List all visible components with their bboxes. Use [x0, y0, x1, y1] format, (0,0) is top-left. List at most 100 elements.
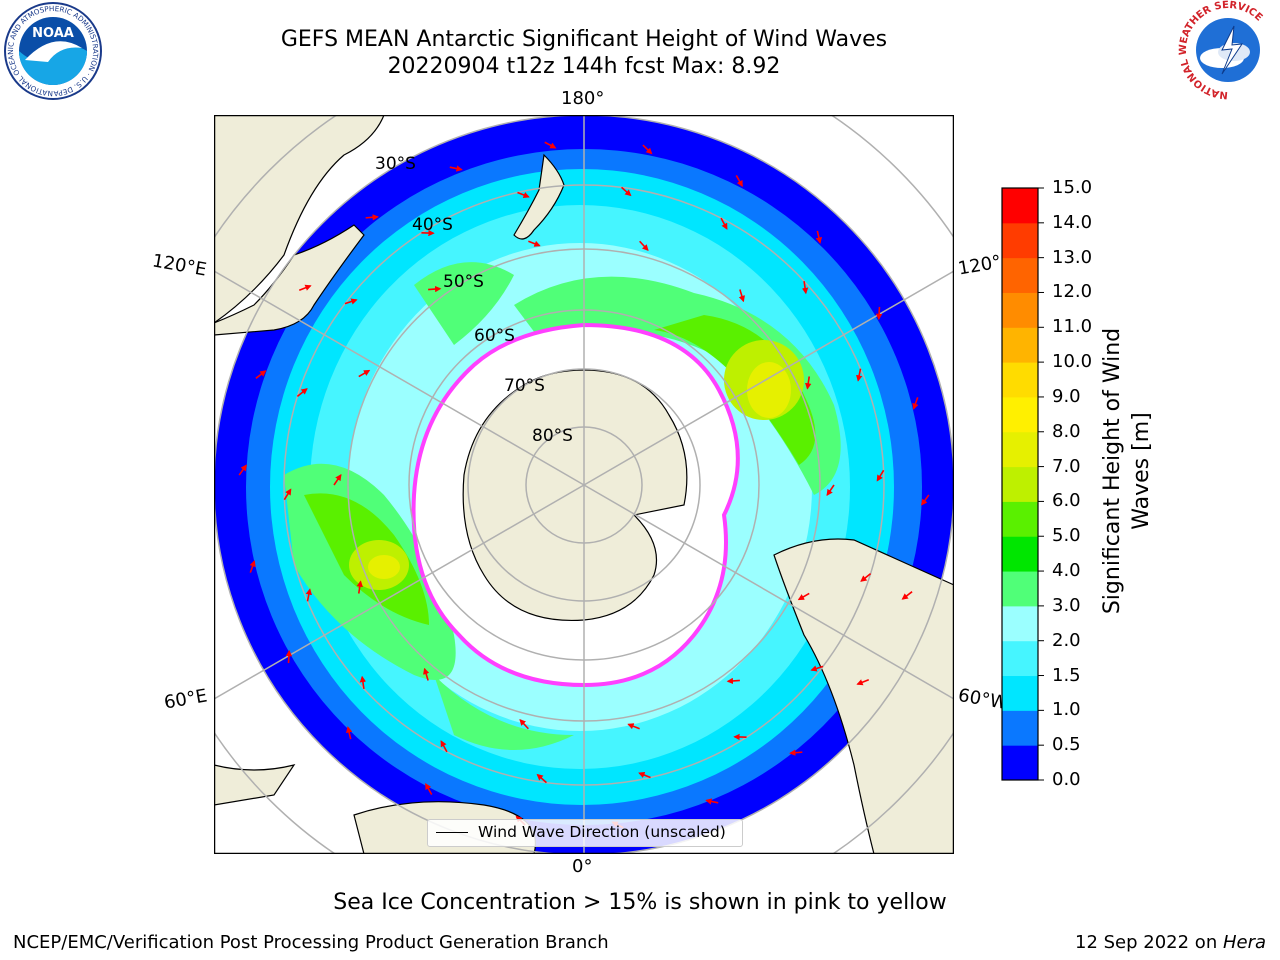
wave-direction-arrow — [726, 677, 740, 685]
wave-direction-arrow — [344, 298, 358, 305]
lat-label-50s: 50°S — [443, 272, 484, 292]
wave-direction-arrow — [642, 144, 653, 155]
lat-label-60s: 60°S — [474, 326, 515, 346]
wave-direction-arrow — [358, 369, 371, 378]
wave-direction-arrow — [305, 588, 312, 602]
wave-direction-arrow — [517, 191, 530, 198]
wave-direction-arrow — [423, 667, 430, 681]
legend-label: Wind Wave Direction (unscaled) — [478, 823, 726, 841]
wave-direction-arrow — [875, 306, 883, 321]
footer-host: Hera — [1222, 932, 1266, 953]
footer-date: 12 Sep 2022 on Hera — [1075, 932, 1266, 953]
wave-direction-arrow — [789, 749, 803, 756]
wave-direction-arrow — [519, 718, 529, 730]
colorbar-segment — [1002, 257, 1038, 293]
colorbar-segment — [1002, 501, 1038, 537]
colorbar-tick-label: 1.5 — [1052, 664, 1081, 686]
wave-direction-arrow — [365, 214, 379, 221]
colorbar-label: Significant Height of Wind Waves [m] — [1100, 327, 1154, 615]
lat-label-40s: 40°S — [412, 215, 453, 235]
lon-label-0: 0° — [572, 856, 593, 877]
colorbar-tick-label: 14.0 — [1052, 211, 1093, 233]
footer-credit: NCEP/EMC/Verification Post Processing Pr… — [13, 932, 609, 953]
colorbar-segment — [1002, 292, 1038, 328]
wind-wave-arrows — [238, 141, 930, 829]
colorbar-segment — [1002, 536, 1038, 572]
map-panel: 30°S 40°S 50°S 60°S 70°S 80°S — [214, 115, 954, 854]
wave-direction-arrow — [359, 675, 367, 689]
wave-direction-arrow — [621, 186, 632, 197]
colorbar — [1001, 187, 1044, 781]
colorbar-segment — [1002, 710, 1038, 746]
wave-direction-arrow — [356, 580, 363, 594]
wave-direction-arrow — [283, 488, 292, 501]
antarctica — [411, 322, 740, 688]
wave-direction-arrow — [797, 592, 810, 601]
wave-direction-arrow — [638, 772, 651, 779]
wave-direction-arrow — [705, 798, 719, 805]
colorbar-tick-label: 7.0 — [1052, 455, 1081, 477]
colorbar-tick-label: 15.0 — [1052, 177, 1093, 198]
wave-direction-arrow — [856, 679, 870, 686]
colorbar-segment — [1002, 327, 1038, 363]
wave-direction-arrow — [238, 464, 247, 476]
wave-direction-arrow — [249, 560, 256, 573]
colorbar-segment — [1002, 571, 1038, 607]
wave-direction-arrow — [333, 474, 342, 486]
colorbar-tick-label: 3.0 — [1052, 594, 1081, 616]
wave-direction-arrow — [544, 141, 557, 149]
legend-line-sample — [436, 832, 468, 833]
colorbar-segment — [1002, 466, 1038, 502]
colorbar-tick-label: 12.0 — [1052, 281, 1093, 303]
colorbar-segment — [1002, 362, 1038, 398]
wave-direction-arrow — [876, 469, 885, 482]
lon-label-180: 180° — [561, 88, 605, 109]
wave-direction-arrow — [720, 217, 728, 230]
wave-direction-arrow — [805, 376, 812, 390]
wave-direction-arrow — [826, 484, 835, 496]
wave-direction-arrow — [735, 175, 743, 188]
wave-direction-arrow — [255, 370, 267, 379]
wave-direction-arrow — [860, 573, 872, 582]
wave-direction-arrow — [428, 285, 442, 293]
wave-direction-arrow — [810, 665, 824, 672]
colorbar-tick-label: 13.0 — [1052, 246, 1093, 268]
colorbar-tick-label: 4.0 — [1052, 560, 1081, 582]
colorbar-frame — [1001, 187, 1039, 781]
colorbar-tick-label: 0.0 — [1052, 769, 1081, 790]
colorbar-segment — [1002, 396, 1038, 433]
wave-direction-arrow — [856, 368, 863, 382]
graticule — [214, 115, 954, 854]
wave-direction-arrow — [536, 773, 547, 784]
colorbar-segment — [1002, 675, 1038, 711]
lat-label-80s: 80°S — [532, 426, 573, 446]
wave-direction-arrow — [912, 397, 919, 410]
colorbar-segment — [1002, 222, 1038, 259]
colorbar-segment — [1002, 745, 1038, 781]
colorbar-segment — [1002, 640, 1038, 677]
colorbar-tick-label: 9.0 — [1052, 385, 1081, 407]
lon-label-120e: 120°E — [150, 250, 209, 281]
colorbar-tick-label: 2.0 — [1052, 629, 1081, 651]
sea-ice-note: Sea Ice Concentration > 15% is shown in … — [333, 890, 947, 915]
chart-subtitle: 20220904 t12z 144h fcst Max: 8.92 — [387, 54, 781, 79]
wave-direction-arrow — [738, 289, 745, 303]
colorbar-segment — [1002, 605, 1038, 642]
colorbar-ticks: 0.0 0.5 1.0 1.5 2.0 3.0 4.0 5.0 6.0 7.0 8.0 9.0 10.0… — [1042, 0, 1102, 960]
wave-direction-arrow — [440, 740, 448, 753]
colorbar-segment — [1002, 188, 1038, 224]
wave-direction-arrow — [815, 230, 823, 244]
wave-direction-arrow — [449, 165, 463, 172]
footer-date-text: 12 Sep 2022 on — [1075, 932, 1223, 953]
colorbar-tick-label: 6.0 — [1052, 490, 1081, 512]
wave-direction-arrow — [345, 726, 353, 740]
lat-label-30s: 30°S — [375, 154, 416, 174]
lat-label-70s: 70°S — [504, 376, 545, 396]
colorbar-tick-label: 1.0 — [1052, 699, 1081, 721]
lon-label-60e: 60°E — [162, 685, 209, 714]
colorbar-segment — [1002, 431, 1038, 468]
colorbar-tick-label: 0.5 — [1052, 734, 1081, 756]
wave-direction-arrow — [627, 723, 640, 730]
wave-direction-arrow — [298, 284, 312, 291]
wave-direction-arrow — [639, 240, 649, 252]
